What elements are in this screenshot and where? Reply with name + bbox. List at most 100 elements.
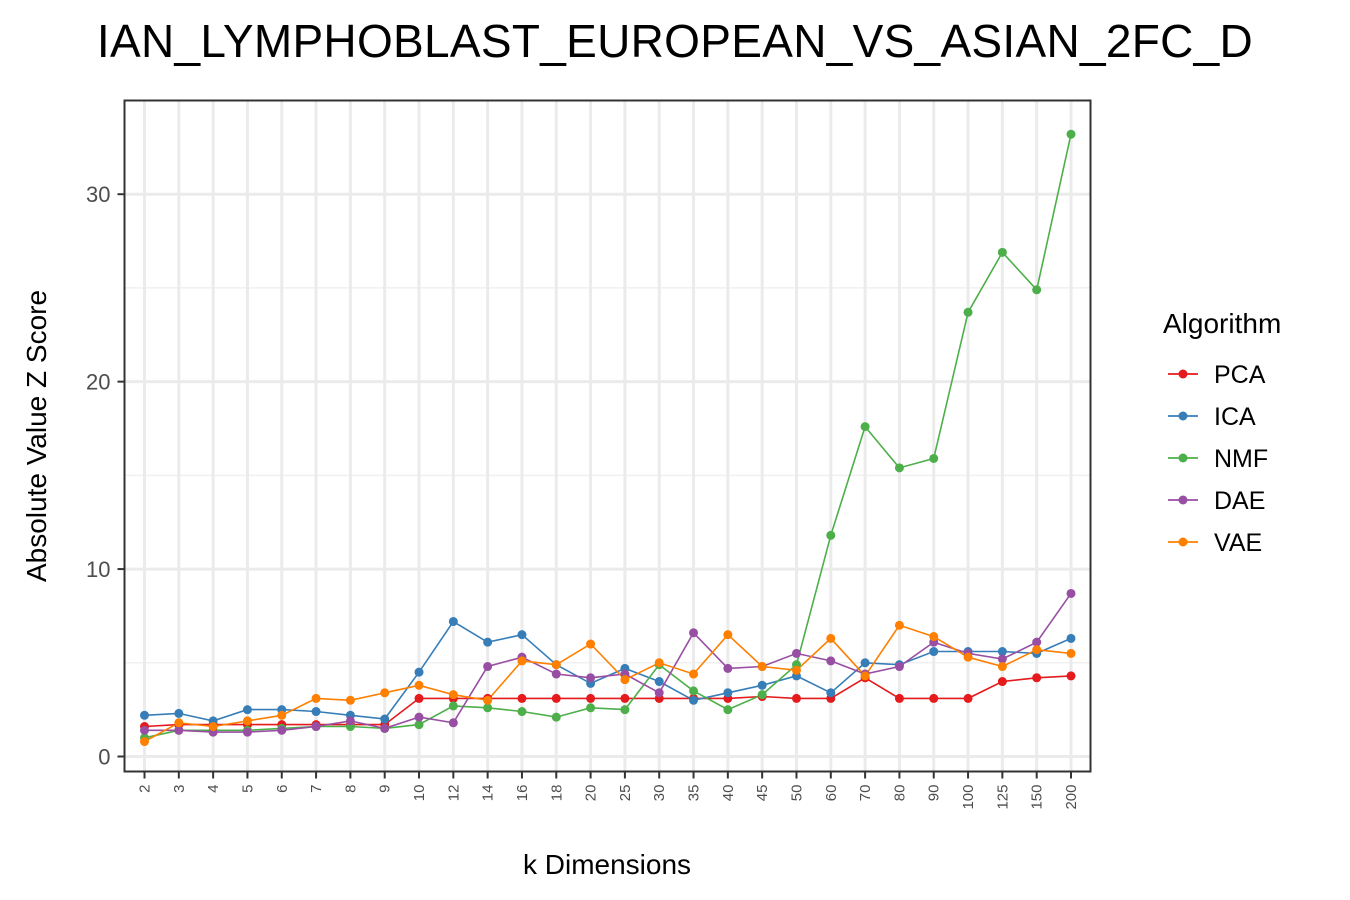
data-point-pca: [791, 693, 801, 703]
data-point-pca: [551, 693, 561, 703]
x-tick-label: 9: [377, 785, 394, 793]
x-tick-label: 200: [1063, 785, 1080, 810]
data-point-dae: [791, 648, 801, 658]
series-line-dae: [144, 592, 1072, 733]
data-point-vae: [860, 671, 870, 681]
data-point-dae: [311, 722, 321, 732]
data-point-vae: [723, 630, 733, 640]
data-point-dae: [242, 727, 252, 737]
y-axis: 0 10 20 30: [86, 182, 125, 770]
data-point-ica: [311, 707, 321, 717]
data-point-vae: [894, 620, 904, 630]
data-point-vae: [311, 693, 321, 703]
data-point-pca: [1066, 671, 1076, 681]
legend-label: VAE: [1214, 529, 1262, 557]
data-point-dae: [689, 628, 699, 638]
data-point-vae: [963, 652, 973, 662]
data-point-ica: [517, 630, 527, 640]
x-axis: 2 3 4 5 6 7 8 9 10 12 14 16 18 20 25 30 35 40 45 50 60 70 80 90…: [137, 771, 1080, 810]
x-tick-label: 18: [548, 785, 565, 802]
data-point-vae: [791, 665, 801, 675]
data-point-pca: [414, 693, 424, 703]
x-tick-label: 25: [617, 785, 634, 802]
x-tick-label: 16: [514, 785, 531, 802]
x-tick-label: 12: [445, 785, 462, 802]
data-point-vae: [345, 695, 355, 705]
data-point-nmf: [551, 712, 561, 722]
data-point-nmf: [997, 247, 1007, 257]
data-point-nmf: [723, 705, 733, 715]
data-point-dae: [826, 656, 836, 666]
legend-title: Algorithm: [1163, 308, 1281, 339]
legend-item-pca: PCA: [1168, 361, 1266, 389]
data-point-vae: [1066, 648, 1076, 658]
data-point-vae: [1032, 645, 1042, 655]
legend-item-vae: VAE: [1168, 529, 1262, 557]
data-point-nmf: [894, 463, 904, 473]
x-tick-label: 8: [342, 785, 359, 793]
legend: Algorithm PCA ICA NMF DAE VAE: [1163, 308, 1281, 557]
y-axis-label: Absolute Value Z Score: [21, 290, 52, 582]
data-point-ica: [654, 677, 664, 687]
legend-label: NMF: [1214, 445, 1268, 473]
data-point-nmf: [826, 530, 836, 540]
data-point-vae: [586, 639, 596, 649]
x-tick-label: 100: [960, 785, 977, 810]
data-point-dae: [345, 716, 355, 726]
data-point-dae: [997, 654, 1007, 664]
data-point-dae: [654, 688, 664, 698]
x-tick-label: 150: [1029, 785, 1046, 810]
data-point-vae: [483, 695, 493, 705]
x-tick-label: 6: [274, 785, 291, 793]
data-point-ica: [174, 708, 184, 718]
chart-title: IAN_LYMPHOBLAST_EUROPEAN_VS_ASIAN_2FC_D: [96, 15, 1254, 67]
data-point-dae: [586, 673, 596, 683]
data-point-ica: [414, 667, 424, 677]
data-point-vae: [689, 669, 699, 679]
x-tick-label: 4: [205, 785, 222, 793]
legend-item-dae: DAE: [1168, 487, 1265, 515]
data-point-vae: [826, 633, 836, 643]
data-point-nmf: [929, 453, 939, 463]
data-point-nmf: [1032, 285, 1042, 295]
data-point-dae: [414, 712, 424, 722]
data-point-vae: [551, 660, 561, 670]
data-point-dae: [551, 669, 561, 679]
x-tick-label: 10: [411, 785, 428, 802]
legend-key-point: [1178, 495, 1188, 505]
data-point-pca: [963, 693, 973, 703]
legend-item-nmf: NMF: [1168, 445, 1268, 473]
data-point-dae: [483, 662, 493, 672]
x-axis-label: k Dimensions: [523, 849, 691, 880]
data-point-dae: [723, 663, 733, 673]
data-point-ica: [723, 688, 733, 698]
data-point-nmf: [586, 703, 596, 713]
x-tick-label: 20: [583, 785, 600, 802]
data-point-ica: [757, 680, 767, 690]
legend-item-ica: ICA: [1168, 403, 1256, 431]
data-point-ica: [997, 647, 1007, 657]
y-tick-label: 0: [98, 745, 110, 770]
data-point-ica: [242, 705, 252, 715]
data-point-vae: [277, 710, 287, 720]
data-point-ica: [1066, 633, 1076, 643]
y-tick-label: 30: [86, 182, 110, 207]
data-point-nmf: [448, 701, 458, 711]
data-point-vae: [929, 632, 939, 642]
x-tick-label: 40: [720, 785, 737, 802]
plot-border: [123, 99, 1092, 773]
legend-label: DAE: [1214, 487, 1265, 515]
data-point-pca: [997, 677, 1007, 687]
x-tick-label: 80: [891, 785, 908, 802]
series-line-pca: [144, 675, 1072, 728]
x-tick-label: 2: [137, 785, 154, 793]
data-point-nmf: [620, 705, 630, 715]
x-tick-label: 50: [788, 785, 805, 802]
legend-key-point: [1178, 537, 1188, 547]
data-point-dae: [894, 662, 904, 672]
x-tick-label: 90: [926, 785, 943, 802]
x-tick-label: 125: [994, 785, 1011, 810]
grid-layer: [124, 100, 1091, 772]
data-point-ica: [929, 647, 939, 657]
